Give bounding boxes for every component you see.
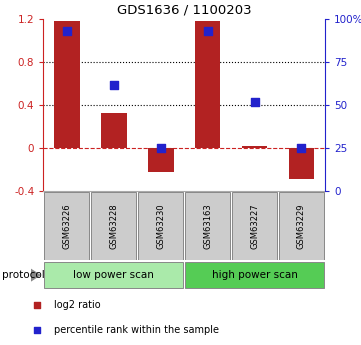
Point [205, 28, 210, 34]
Bar [232, 192, 277, 260]
Bar [138, 192, 183, 260]
Point [299, 146, 304, 151]
Text: GSM63230: GSM63230 [156, 203, 165, 249]
Text: GSM63226: GSM63226 [62, 203, 71, 249]
Text: protocol: protocol [2, 270, 44, 280]
Bar [44, 262, 183, 288]
Point [252, 99, 257, 105]
Point [64, 28, 70, 34]
Point [34, 327, 40, 332]
Text: low power scan: low power scan [73, 270, 154, 280]
Point [34, 303, 40, 308]
Bar [101, 113, 127, 148]
Text: percentile rank within the sample: percentile rank within the sample [54, 325, 219, 335]
Bar [288, 148, 314, 179]
Text: GSM63227: GSM63227 [250, 203, 259, 249]
Point [158, 146, 164, 151]
Bar [195, 21, 221, 148]
Text: GSM63228: GSM63228 [109, 203, 118, 249]
Text: GSM63229: GSM63229 [297, 203, 306, 249]
Point [111, 82, 117, 87]
Title: GDS1636 / 1100203: GDS1636 / 1100203 [117, 3, 251, 17]
Bar [91, 192, 136, 260]
Bar [185, 262, 324, 288]
Polygon shape [31, 269, 40, 281]
Bar [44, 192, 89, 260]
Bar [185, 192, 230, 260]
Text: log2 ratio: log2 ratio [54, 300, 100, 310]
Text: high power scan: high power scan [212, 270, 297, 280]
Bar [279, 192, 324, 260]
Bar [242, 146, 268, 148]
Bar [54, 21, 80, 148]
Bar [148, 148, 174, 172]
Text: GSM63163: GSM63163 [203, 203, 212, 249]
